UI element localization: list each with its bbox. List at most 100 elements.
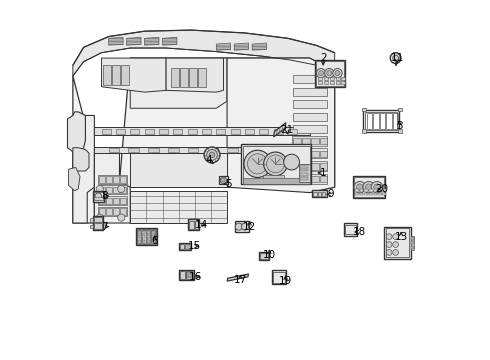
Bar	[113, 208, 119, 215]
Circle shape	[386, 249, 392, 255]
Bar	[172, 68, 179, 87]
Bar	[398, 108, 402, 111]
Bar	[137, 230, 141, 243]
Bar	[138, 235, 141, 238]
Bar	[120, 208, 126, 215]
Text: 15: 15	[188, 241, 201, 251]
Bar	[302, 150, 310, 157]
Bar	[94, 217, 101, 222]
Bar	[180, 244, 184, 249]
Bar	[190, 272, 192, 275]
Bar	[273, 272, 285, 283]
Bar	[374, 193, 377, 195]
Polygon shape	[101, 58, 166, 92]
Circle shape	[333, 68, 342, 78]
Bar	[365, 193, 368, 195]
Bar	[122, 65, 129, 85]
Bar	[95, 127, 310, 135]
Bar	[345, 225, 356, 234]
Bar	[93, 191, 104, 202]
Bar	[188, 220, 199, 230]
Circle shape	[118, 214, 125, 221]
Bar	[355, 189, 359, 192]
Bar	[311, 176, 318, 182]
Circle shape	[318, 71, 323, 76]
Bar	[360, 193, 364, 195]
Bar	[382, 193, 386, 195]
Bar	[300, 168, 309, 171]
Bar	[185, 244, 190, 249]
Bar	[101, 129, 111, 134]
Bar	[109, 148, 120, 152]
Bar	[147, 230, 150, 243]
Bar	[231, 129, 240, 134]
Circle shape	[235, 223, 243, 230]
Bar	[362, 108, 366, 111]
Bar	[294, 150, 300, 157]
Bar	[143, 235, 146, 238]
Bar	[412, 246, 414, 249]
Bar	[259, 252, 270, 260]
Bar	[302, 138, 310, 144]
Circle shape	[96, 214, 103, 221]
Bar	[187, 272, 189, 275]
Bar	[195, 221, 198, 229]
Bar	[99, 176, 105, 183]
Bar	[382, 189, 386, 192]
Bar	[292, 174, 327, 184]
Circle shape	[390, 53, 401, 63]
Bar	[318, 77, 322, 80]
Bar	[103, 65, 111, 85]
Bar	[330, 77, 334, 80]
Bar	[311, 163, 318, 170]
Bar	[315, 60, 345, 87]
Polygon shape	[145, 37, 159, 45]
Bar	[113, 187, 119, 193]
Bar	[145, 129, 153, 134]
Bar	[288, 129, 297, 134]
Circle shape	[363, 181, 374, 193]
Polygon shape	[227, 58, 335, 193]
Circle shape	[386, 234, 392, 239]
Bar	[168, 148, 179, 152]
Circle shape	[264, 152, 287, 176]
Bar	[198, 68, 205, 87]
Bar	[179, 270, 194, 280]
Bar	[294, 100, 327, 108]
Text: 17: 17	[234, 275, 247, 285]
Bar	[187, 276, 189, 278]
Bar	[91, 219, 93, 222]
Text: 19: 19	[279, 276, 292, 286]
Bar	[136, 228, 157, 245]
Bar	[311, 138, 318, 144]
Circle shape	[324, 68, 334, 78]
Bar	[294, 138, 300, 144]
Bar	[137, 229, 156, 244]
Text: 12: 12	[243, 222, 256, 231]
Bar	[378, 189, 382, 192]
Bar	[369, 189, 373, 192]
Bar	[353, 176, 385, 198]
Bar	[147, 239, 150, 242]
Bar	[320, 150, 327, 157]
Bar	[152, 235, 155, 238]
Bar	[143, 231, 146, 234]
Circle shape	[96, 185, 103, 193]
Bar	[398, 129, 402, 133]
Bar	[300, 177, 309, 180]
Text: 7: 7	[101, 222, 108, 231]
Circle shape	[207, 149, 218, 160]
Bar	[302, 176, 310, 182]
Bar	[98, 175, 126, 184]
Circle shape	[357, 184, 363, 190]
Text: 3: 3	[396, 121, 402, 131]
Bar	[99, 208, 105, 215]
Bar	[159, 129, 168, 134]
Bar	[120, 187, 126, 193]
Polygon shape	[166, 58, 223, 92]
Bar	[202, 129, 211, 134]
Bar	[274, 129, 283, 134]
Bar	[292, 161, 327, 171]
Bar	[324, 81, 328, 84]
Bar	[336, 81, 341, 84]
